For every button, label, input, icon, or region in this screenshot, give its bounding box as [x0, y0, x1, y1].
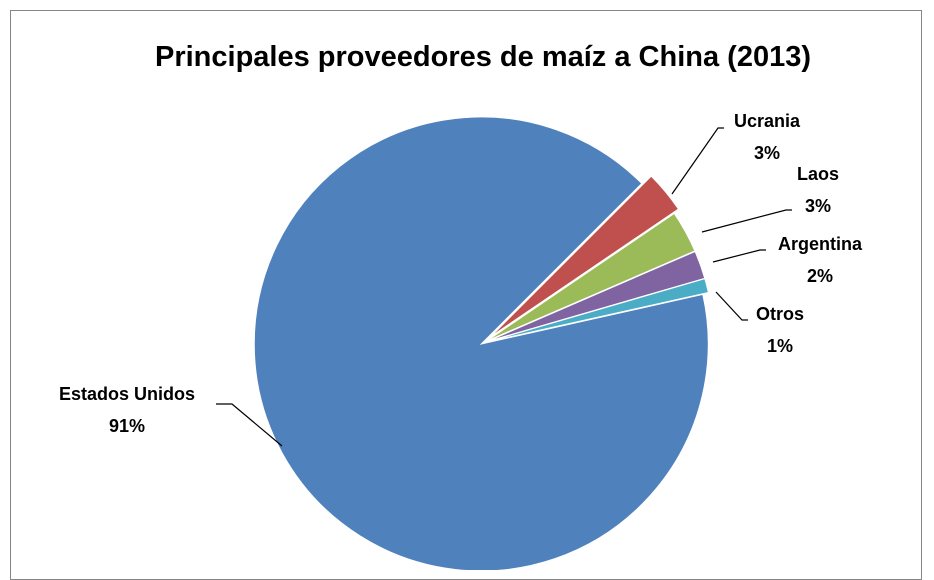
slice-value-label: 3%: [805, 196, 831, 216]
leader-line: [216, 403, 283, 447]
pie-slice: [253, 116, 709, 570]
slice-value-label: 1%: [767, 336, 793, 356]
leader-line: [712, 249, 766, 263]
slice-label: Laos: [797, 164, 839, 184]
pie-slice: [486, 212, 696, 342]
leader-line: [671, 127, 724, 195]
slice-value-label: 91%: [109, 416, 145, 436]
slice-label: Argentina: [778, 234, 863, 254]
pie-slice: [486, 278, 710, 343]
slice-label: Ucrania: [734, 111, 801, 131]
leader-line: [701, 209, 792, 233]
slice-value-label: 2%: [807, 266, 833, 286]
leader-line: [715, 291, 748, 321]
slice-value-label: 3%: [754, 143, 780, 163]
slice-label: Estados Unidos: [59, 384, 195, 404]
chart-title: Principales proveedores de maíz a China …: [155, 41, 811, 73]
slice-label: Otros: [756, 304, 804, 324]
pie-slice: [490, 175, 680, 338]
